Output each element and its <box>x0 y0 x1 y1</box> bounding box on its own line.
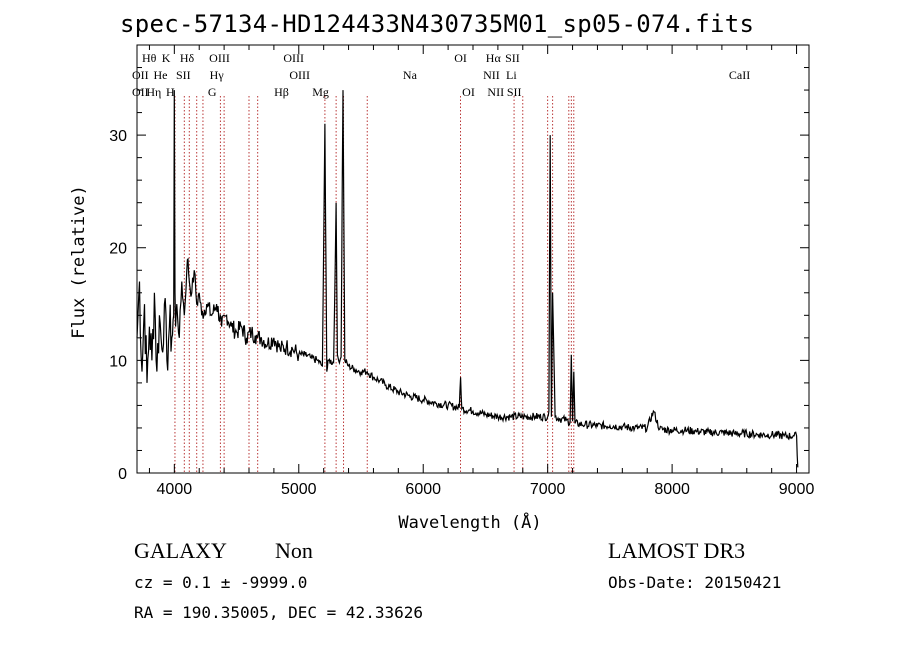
x-tick-label-4: 8000 <box>654 481 690 498</box>
line-label-0: OII <box>132 68 149 82</box>
line-label-13: OIII <box>289 68 310 82</box>
coordinates: RA = 190.35005, DEC = 42.33626 <box>134 603 423 622</box>
line-label-25: CaII <box>729 68 750 82</box>
line-label-6: H <box>166 85 175 99</box>
x-tick-label-3: 7000 <box>530 481 566 498</box>
line-label-18: OI <box>462 85 475 99</box>
line-label-1: OII <box>132 85 149 99</box>
line-label-3: He <box>154 68 168 82</box>
obs-date: Obs-Date: 20150421 <box>608 573 782 592</box>
survey-name: LAMOST DR3 <box>608 538 746 563</box>
line-label-11: G <box>208 85 217 99</box>
y-axis-label: Flux (relative) <box>69 185 89 339</box>
line-label-17: OI <box>454 51 467 65</box>
line-label-23: NII <box>487 85 504 99</box>
line-label-5: K <box>162 51 171 65</box>
plot-frame <box>136 44 810 474</box>
line-label-4: Hη <box>146 85 161 99</box>
line-label-21: NII <box>483 68 500 82</box>
x-tick-label-1: 5000 <box>281 481 317 498</box>
line-label-8: Hδ <box>180 51 195 65</box>
x-tick-label-0: 4000 <box>157 481 193 498</box>
y-tick-label-3: 30 <box>109 128 127 145</box>
line-label-22: Li <box>506 68 517 82</box>
x-tick-label-5: 9000 <box>779 481 815 498</box>
axis-ticks: 4000 5000 6000 7000 8000 9000 0 10 20 30 <box>109 45 814 498</box>
x-tick-label-2: 6000 <box>405 481 441 498</box>
line-label-7: SII <box>176 68 191 82</box>
line-label-16: Na <box>403 68 418 82</box>
line-label-15: Mg <box>312 85 329 99</box>
line-label-9: OIII <box>209 51 230 65</box>
line-label-12: OIII <box>283 51 304 65</box>
y-tick-label-0: 0 <box>118 466 127 483</box>
line-label-2: Hθ <box>142 51 157 65</box>
x-axis-label: Wavelength (Å) <box>398 511 541 533</box>
line-label-14: Hβ <box>274 85 289 99</box>
redshift-readout: cz = 0.1 ± -9999.0 <box>134 573 308 592</box>
chart-title: spec-57134-HD124433N430735M01_sp05-074.f… <box>120 10 755 38</box>
line-label-20: SII <box>505 51 520 65</box>
line-label-10: Hγ <box>210 68 225 82</box>
line-label-24: SII <box>507 85 522 99</box>
y-tick-label-2: 20 <box>109 241 127 258</box>
object-subclass: Non <box>275 538 313 563</box>
line-label-19: Hα <box>486 51 502 65</box>
y-tick-label-1: 10 <box>109 353 127 370</box>
spectrum-line <box>136 90 799 468</box>
object-class: GALAXY <box>134 538 227 563</box>
